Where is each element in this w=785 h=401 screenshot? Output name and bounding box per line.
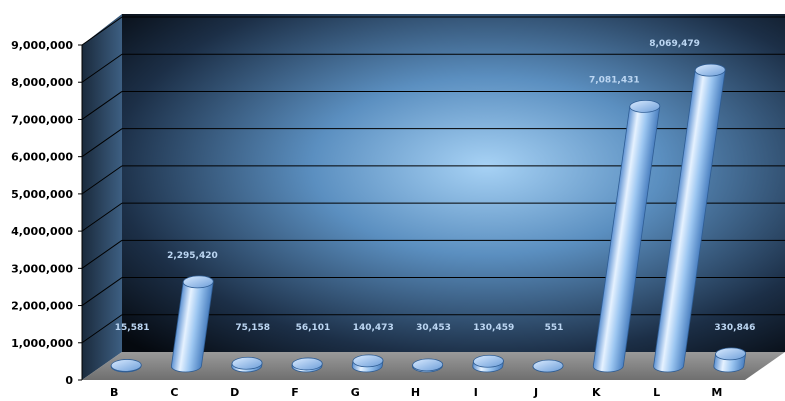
y-tick-label: 9,000,000 [11,39,73,52]
bar-C [171,275,214,373]
bar-H [412,358,444,373]
x-tick-label: G [351,386,360,399]
data-labels: 15,581 2,295,420 75,158 56,101 140,473 30,453… [115,39,756,333]
bar-cap [629,99,661,113]
gridline-side [81,16,123,46]
data-label: 15,581 [115,323,150,333]
data-label: 7,081,431 [589,75,640,85]
data-label: 8,069,479 [649,39,700,49]
x-tick-label: M [711,386,722,399]
bar-I [472,354,504,373]
data-label: 56,101 [296,323,331,333]
bar-cap [532,359,564,373]
y-tick-label: 5,000,000 [11,188,73,201]
data-label: 2,295,420 [167,251,218,261]
bar-cap [473,354,504,368]
y-tick-label: 8,000,000 [11,76,73,89]
bar-D [231,356,263,373]
bar-body [653,69,726,373]
data-label: 551 [545,323,564,333]
bar-cap [231,356,263,370]
bar-cap [291,357,323,371]
bars [110,63,747,373]
x-tick-label: B [110,386,118,399]
y-axis-ticks: 0 1,000,000 2,000,000 3,000,000 4,000,000 5,0… [11,39,82,387]
x-tick-label: F [291,386,299,399]
gridline-side [81,128,123,158]
bar-F [291,357,323,373]
y-tick-label: 2,000,000 [11,300,73,313]
y-tick-label: 6,000,000 [11,151,73,164]
bar-cap [715,347,746,361]
bar-J [532,359,564,373]
side-wall [82,14,122,380]
x-tick-label: D [230,386,239,399]
gridline-side [81,202,123,232]
bar-G [351,354,384,373]
bar-M [713,347,747,373]
bar-body [592,105,661,373]
data-label: 30,453 [416,323,451,333]
gridline-side [81,239,123,269]
gridline-side [81,53,123,83]
gridline-side [81,91,123,120]
bar-cap [694,63,726,77]
data-label: 130,459 [473,323,514,333]
y-tick-label: 7,000,000 [11,113,73,126]
x-tick-label: J [533,386,538,399]
gridline-side [81,314,123,344]
y-tick-label: 1,000,000 [11,337,73,350]
bar-cap [110,359,142,372]
y-tick-label: 3,000,000 [11,262,73,275]
gridline-side [81,277,123,306]
data-label: 140,473 [353,323,394,333]
bar-body [171,281,214,373]
y-tick-label: 0 [65,374,73,387]
x-tick-label: I [474,386,478,399]
bar-cap [412,358,444,372]
bar-K [592,99,661,373]
bar-cap [352,354,384,368]
gridlines [81,16,785,344]
x-tick-label: C [170,386,178,399]
bar-L [653,63,726,373]
x-tick-label: H [411,386,420,399]
data-label: 75,158 [235,323,270,333]
data-label: 330,846 [714,323,755,333]
bar-B [110,359,142,373]
bar-cap [182,275,214,289]
gridline-side [81,165,123,195]
y-tick-label: 4,000,000 [11,225,73,238]
x-tick-label: L [653,386,660,399]
x-tick-label: K [592,386,601,399]
